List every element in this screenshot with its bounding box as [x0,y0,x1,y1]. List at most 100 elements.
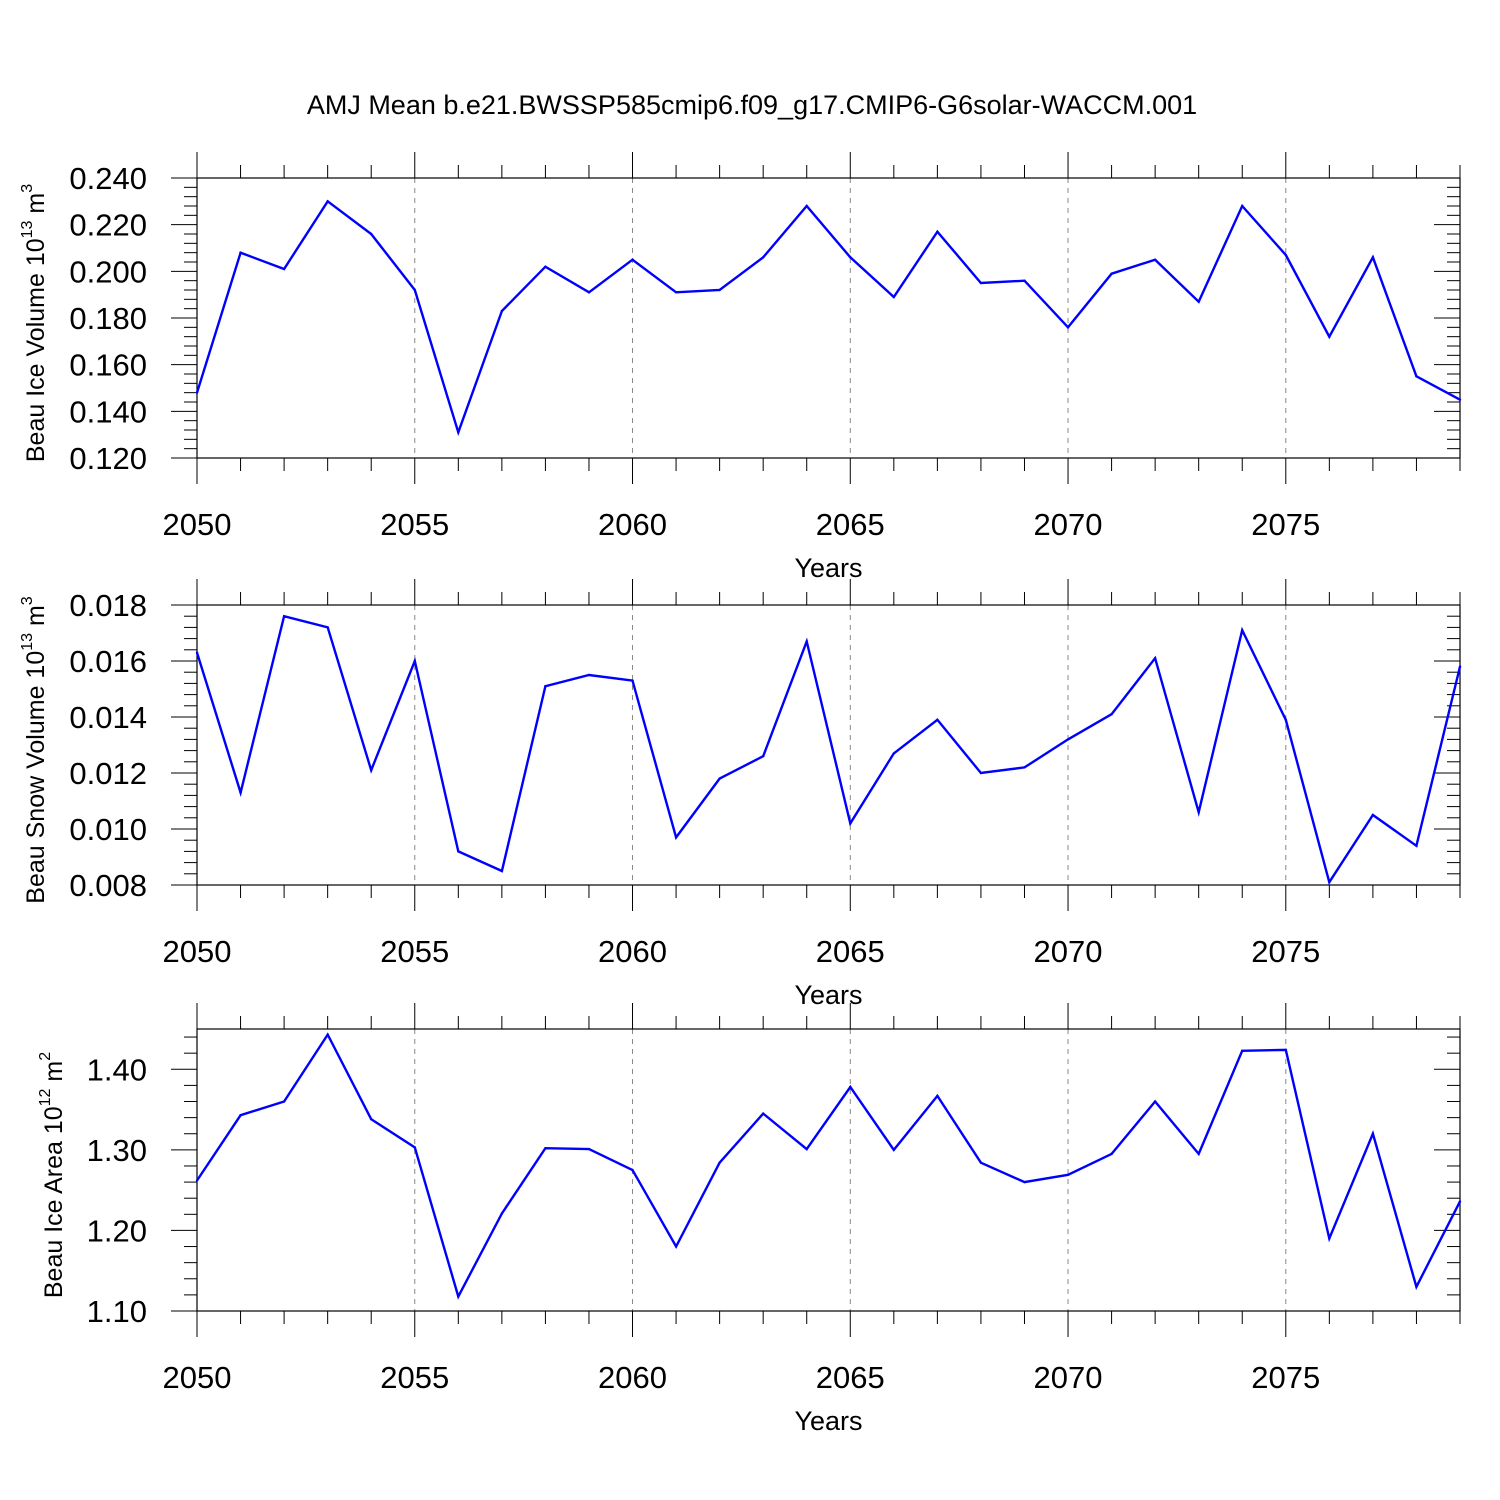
x-tick-label: 2060 [598,507,667,542]
data-point [761,256,765,259]
data-point [805,1147,808,1151]
data-point [1458,1200,1462,1203]
x-tick-label: 2065 [816,1360,885,1395]
data-point [1023,279,1026,282]
y-tick-label-text: 0.240 [69,161,147,196]
data-point [1458,398,1462,401]
data-point [761,755,765,758]
x-tick-label: 2055 [380,1360,449,1395]
data-point [195,391,199,394]
data-point [1415,1285,1418,1289]
y-tick-label-text: 0.016 [69,644,147,679]
y-tick-label: 0.008 [69,868,147,903]
x-tick-label: 2070 [1034,934,1103,969]
data-point [544,1147,547,1150]
data-point [1284,1048,1287,1052]
x-tick-label: 2065 [816,934,885,969]
x-tick-label: 2050 [163,507,232,542]
y-tick-label: 0.012 [69,756,147,791]
y-tick-label: 0.180 [69,301,147,336]
data-point [1110,272,1113,275]
y-tick-label-text: 0.220 [69,208,147,243]
x-tick-label: 2075 [1251,1360,1320,1395]
data-point [1066,1173,1070,1177]
data-point [413,288,416,292]
data-point [1328,881,1331,884]
x-tick-label-text: 2050 [163,934,232,969]
data-point [892,752,896,755]
data-point [500,1212,504,1215]
data-point [1023,1180,1026,1184]
y-tick-label-text: 0.120 [69,441,147,476]
x-axis-label-text: Years [794,980,862,1010]
data-point [1197,811,1200,814]
data-point [457,431,460,434]
data-point [631,1168,634,1172]
y-axis-label-unit: m [22,605,50,633]
y-axis-label-text: Beau Snow Volume 10 [22,651,50,904]
data-point [1458,665,1462,668]
data-point [805,640,808,643]
data-point [587,291,591,294]
data-point [1328,1237,1331,1240]
data-point [892,1148,896,1152]
data-point [979,1161,983,1164]
y-tick-label-text: 1.40 [87,1052,147,1087]
y-tick-label: 0.016 [69,644,147,679]
data-point [1371,813,1375,817]
data-series-line [195,199,1461,437]
y-tick-label: 1.10 [87,1294,147,1329]
data-point [413,1146,416,1149]
data-point [1066,326,1070,329]
data-point [1415,375,1418,378]
x-tick-label: 2065 [816,507,885,542]
y-tick-label: 0.240 [69,161,147,196]
data-point [587,1147,591,1151]
x-tick-label: 2060 [598,1360,667,1395]
x-axis-label-text: Years [794,553,862,583]
data-point [1241,629,1244,632]
y-axis-label: Beau Snow Volume 1013 m3 [19,596,50,904]
y-tick-label-text: 0.180 [69,301,147,336]
data-point [195,1179,199,1182]
data-point [239,251,242,254]
data-point [239,791,242,794]
y-tick-label-text: 0.160 [69,348,147,383]
y-axis-label-unit: m [22,193,50,221]
y-tick-label: 0.010 [69,812,147,847]
x-tick-label-text: 2050 [163,507,232,542]
data-point [674,1245,678,1248]
data-point [413,659,416,663]
data-point [1153,657,1157,660]
data-point [1415,844,1418,847]
y-tick-label-text: 0.010 [69,812,147,847]
y-axis-label-exponent: 12 [37,1088,54,1106]
y-tick-label-text: 0.014 [69,700,147,735]
data-point [1241,1049,1244,1052]
data-point [1284,718,1287,721]
y-tick-label: 0.140 [69,394,147,429]
x-axis-label-text: Years [794,1406,862,1436]
x-tick-label: 2060 [598,934,667,969]
x-tick-label-text: 2050 [163,1360,232,1395]
x-tick-label-text: 2070 [1034,507,1103,542]
y-axis-label-unit-exponent: 3 [19,596,36,605]
y-tick-label-text: 1.30 [87,1133,147,1168]
x-tick-label-text: 2070 [1034,934,1103,969]
data-point [195,651,199,654]
y-tick-label-text: 1.10 [87,1294,147,1329]
data-point [936,230,939,233]
y-tick-label-text: 0.012 [69,756,147,791]
y-tick-label: 0.160 [69,348,147,383]
y-tick-label: 0.220 [69,208,147,243]
panel-snow-volume: 0.008 0.010 0.012 0.014 0.016 0.018 2050 2055 20… [19,579,1462,1010]
data-point [718,1161,721,1164]
data-point [805,204,808,208]
y-tick-label: 0.120 [69,441,147,476]
x-tick-label-text: 2060 [598,507,667,542]
data-point [936,718,939,721]
y-axis-label: Beau Ice Area 1012 m2 [37,1052,68,1298]
x-tick-label-text: 2065 [816,934,885,969]
x-tick-label: 2075 [1251,934,1320,969]
data-point [326,626,329,629]
